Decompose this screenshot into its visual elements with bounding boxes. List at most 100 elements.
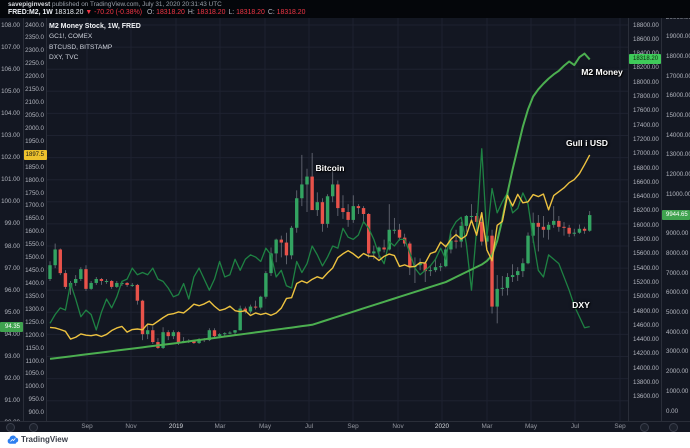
axis-tick-label: 1700.0	[25, 202, 44, 210]
axis-tick-label: 91.00	[4, 397, 20, 405]
plot-canvas[interactable]	[47, 18, 628, 421]
last-price-tag-btc: 9944.65	[662, 210, 690, 221]
ohlc-value: 18318.20	[234, 9, 265, 16]
time-tick-label: Nov	[392, 423, 404, 430]
axis-tick-label: 950.0	[28, 396, 44, 404]
axis-tick-label: 8000.00	[666, 249, 689, 257]
symbol-info-line: FRED:M2, 1W 18318.20 ▼ -70.20 (-0.38%) O…	[8, 9, 305, 16]
annotation-dxy: DXY	[572, 300, 590, 310]
last-price-tag-dxy: 94.35	[0, 321, 23, 332]
time-tick-label: Mar	[214, 423, 226, 430]
series-legend[interactable]: M2 Money Stock, 1W, FRED GC1!, COMEX BTC…	[49, 22, 141, 64]
axis-tick-label: 11000.00	[666, 190, 690, 198]
price-axis-dxy[interactable]: 108.00 107.00 106.00 105.00 104.00 103.00 102.…	[0, 18, 23, 422]
axis-tick-label: 1750.0	[25, 189, 44, 197]
axis-tick-label: 15600.00	[633, 250, 659, 258]
time-tick-label: Jul	[304, 423, 314, 430]
axis-tick-label: 14400.00	[633, 336, 659, 344]
axis-tick-label: 2300.0	[25, 47, 44, 55]
publish-byline: savepiginvest published on TradingView.c…	[8, 1, 222, 8]
axis-tick-label: 1450.0	[25, 267, 44, 275]
scale-toggle-icon[interactable]	[669, 423, 678, 432]
scale-toggle-icon[interactable]	[640, 423, 649, 432]
axis-tick-label: 1550.0	[25, 241, 44, 249]
legend-dxy-series[interactable]: DXY, TVC	[49, 54, 79, 62]
axis-tick-label: 1000.0	[25, 383, 44, 391]
axis-separator	[661, 18, 662, 421]
axis-tick-label: 16400.00	[633, 193, 659, 201]
axis-tick-label: 1600.0	[25, 228, 44, 236]
axis-tick-label: 98.00	[4, 242, 20, 250]
axis-tick-label: 1950.0	[25, 137, 44, 145]
axis-tick-label: 16200.00	[633, 207, 659, 215]
annotation-bitcoin: Bitcoin	[315, 163, 345, 173]
ohlc-values: O: 18318.20 H: 18318.20 L: 18318.20 C: 1831…	[144, 9, 305, 16]
symbol-interval: FRED:M2, 1W	[8, 9, 53, 16]
axis-tick-label: 95.00	[4, 308, 20, 316]
axis-separator	[23, 18, 24, 421]
axis-tick-label: 19000.00	[666, 33, 690, 41]
axis-tick-label: 107.00	[1, 43, 20, 51]
direction-arrow-icon: ▼	[85, 9, 93, 16]
axis-separator	[46, 18, 47, 421]
legend-btc-series[interactable]: BTCUSD, BITSTAMP	[49, 43, 113, 51]
axis-tick-label: 105.00	[1, 87, 20, 95]
axis-tick-label: 15200.00	[633, 278, 659, 286]
axis-tick-label: 17800.00	[633, 93, 659, 100]
scale-toggle-icon[interactable]	[29, 423, 38, 432]
axis-tick-label: 2250.0	[25, 60, 44, 68]
axis-tick-label: 17000.00	[666, 72, 690, 80]
axis-tick-label: 1650.0	[25, 215, 44, 223]
axis-tick-label: 6000.00	[666, 289, 689, 297]
axis-tick-label: 93.00	[4, 353, 20, 360]
axis-tick-label: 17200.00	[633, 135, 659, 143]
tradingview-cloud-logo-icon[interactable]	[7, 435, 19, 445]
annotation-gull-i-usd: Gull i USD	[565, 138, 609, 148]
axis-tick-label: 16600.00	[633, 178, 659, 186]
axis-tick-label: 16000.00	[666, 92, 690, 100]
axis-tick-label: 18600.00	[633, 35, 659, 43]
price-axis-gold[interactable]: 2400.0 2350.0 2300.0 2250.0 2200.0 2150.0 2100…	[24, 18, 47, 421]
scale-toggle-icon[interactable]	[6, 423, 15, 432]
time-tick-label: Sep	[347, 423, 359, 430]
axis-tick-label: 1050.0	[25, 370, 44, 378]
axis-tick-label: 16000.00	[633, 221, 659, 229]
chart-area[interactable]: M2 Money Stock, 1W, FRED GC1!, COMEX BTC…	[0, 18, 690, 432]
time-tick-label: Mar	[481, 423, 493, 430]
axis-tick-label: 104.00	[1, 109, 20, 117]
axis-tick-label: 2400.0	[25, 21, 44, 29]
axis-tick-label: 1100.0	[25, 357, 44, 365]
axis-tick-label: 101.00	[1, 176, 20, 184]
legend-gold-series[interactable]: GC1!, COMEX	[49, 33, 93, 41]
axis-tick-label: 4000.00	[666, 328, 689, 336]
footer-strip: TradingView	[0, 432, 690, 448]
last-price-tag-gold: 1897.5	[24, 149, 47, 160]
legend-main-series[interactable]: M2 Money Stock, 1W, FRED	[49, 23, 141, 30]
axis-tick-label: 15800.00	[633, 236, 659, 243]
axis-tick-label: 1250.0	[25, 318, 44, 326]
last-price: 18318.20	[54, 9, 84, 16]
axis-tick-label: 103.00	[1, 132, 20, 139]
time-tick-label: Nov	[125, 423, 137, 430]
axis-tick-label: 7000.00	[666, 269, 689, 277]
axis-separator	[628, 18, 629, 421]
axis-tick-label: 3000.00	[666, 348, 689, 356]
axis-tick-label: 9000.00	[666, 230, 689, 238]
m2-money-stock-line	[49, 52, 591, 360]
ohlc-label: L:	[228, 9, 235, 16]
ohlc-value: 18318.20	[274, 9, 306, 16]
axis-tick-label: 1350.0	[25, 292, 44, 300]
axis-tick-label: 18200.00	[633, 64, 659, 72]
username: savepiginvest	[8, 1, 51, 8]
axis-tick-label: 17400.00	[633, 121, 659, 129]
price-axis-m2[interactable]: 18800.00 18600.00 18400.00 18200.00 18000.00…	[629, 18, 661, 421]
axis-tick-label: 15000.00	[666, 112, 690, 119]
price-change: -70.20 (-0.38%)	[94, 9, 143, 16]
dxy-line	[49, 148, 590, 331]
time-tick-label: 2019	[168, 423, 184, 430]
tradingview-brand-text[interactable]: TradingView	[21, 435, 68, 444]
axis-tick-label: 18800.00	[633, 21, 659, 29]
ohlc-value: 18318.20	[154, 9, 185, 16]
axis-tick-label: 5000.00	[666, 309, 689, 316]
